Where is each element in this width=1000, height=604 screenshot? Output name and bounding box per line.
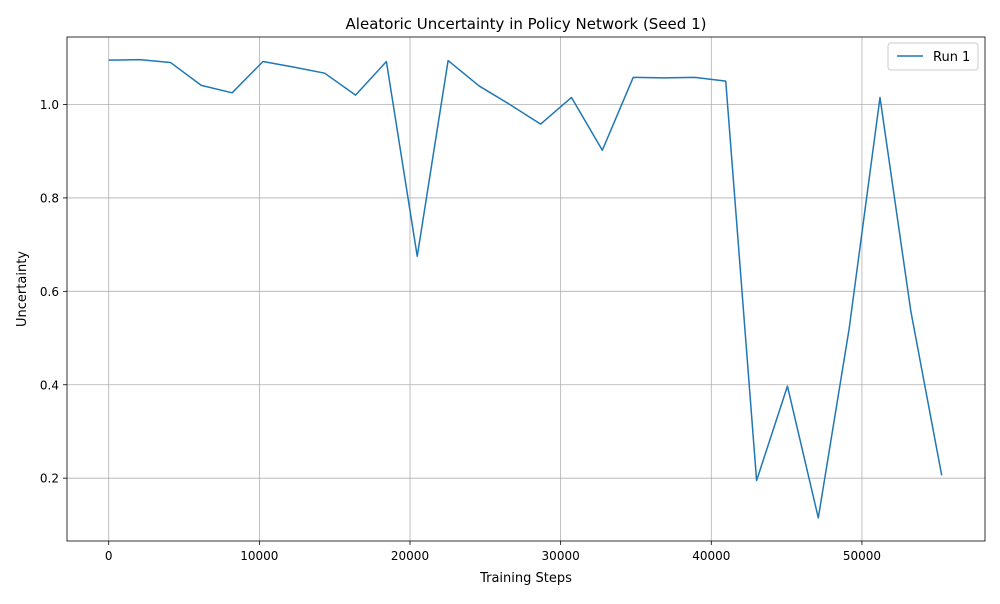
x-axis-label: Training Steps — [479, 571, 572, 586]
y-tick-label: 1.0 — [40, 98, 59, 112]
y-tick-label: 0.8 — [40, 191, 59, 205]
x-tick-label: 40000 — [692, 549, 730, 563]
grid-layer — [67, 37, 985, 541]
x-tick-label: 30000 — [542, 549, 580, 563]
y-tick-label: 0.4 — [40, 378, 59, 392]
legend-box — [887, 42, 979, 71]
y-tick-label: 0.2 — [40, 472, 59, 486]
y-tick-label: 0.6 — [40, 285, 59, 299]
tick-layer: 0 10000 20000 30000 40000 50000 0.2 0.4 0.6 0.8 1.… — [40, 98, 881, 563]
x-tick-label: 0 — [105, 549, 113, 563]
series-line-run-1 — [108, 58, 943, 519]
x-tick-label: 10000 — [240, 549, 278, 563]
x-tick-label: 20000 — [391, 549, 429, 563]
y-axis-label: Uncertainty — [15, 251, 30, 327]
legend-label-run-1: Run 1 — [933, 50, 970, 65]
chart-title: Aleatoric Uncertainty in Policy Network … — [346, 15, 707, 33]
plot-frame — [66, 36, 986, 542]
x-tick-label: 50000 — [843, 549, 881, 563]
series-layer — [108, 58, 943, 519]
legend: Run 1 — [887, 42, 979, 71]
